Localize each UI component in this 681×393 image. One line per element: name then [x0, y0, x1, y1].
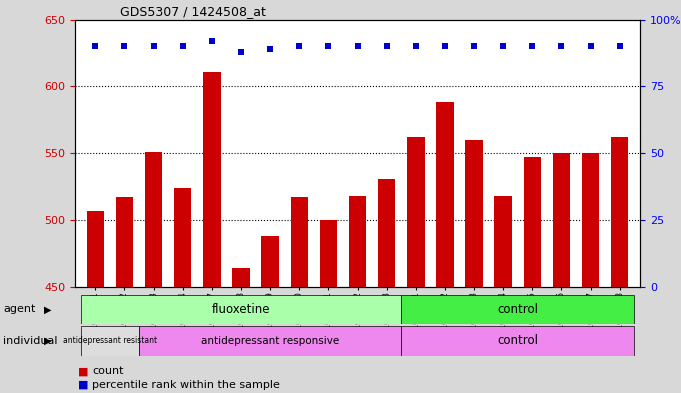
Bar: [401, 295, 634, 324]
Bar: [319, 220, 337, 287]
Bar: [553, 153, 570, 287]
Bar: [86, 211, 104, 287]
Text: control: control: [497, 303, 538, 316]
Bar: [81, 326, 139, 356]
Text: individual: individual: [3, 336, 58, 346]
Bar: [611, 137, 629, 287]
Text: ▶: ▶: [44, 305, 52, 314]
Bar: [139, 326, 401, 356]
Bar: [494, 196, 512, 287]
Bar: [262, 236, 279, 287]
Bar: [407, 137, 424, 287]
Bar: [116, 197, 133, 287]
Bar: [145, 152, 162, 287]
Bar: [232, 268, 250, 287]
Text: agent: agent: [3, 305, 36, 314]
Bar: [349, 196, 366, 287]
Bar: [174, 188, 191, 287]
Text: control: control: [497, 334, 538, 347]
Text: ■: ■: [78, 380, 89, 390]
Text: ▶: ▶: [44, 336, 52, 346]
Text: antidepressant resistant: antidepressant resistant: [63, 336, 157, 345]
Text: count: count: [92, 366, 123, 376]
Bar: [465, 140, 483, 287]
Bar: [582, 153, 599, 287]
Text: fluoxetine: fluoxetine: [212, 303, 270, 316]
Text: GDS5307 / 1424508_at: GDS5307 / 1424508_at: [120, 6, 266, 18]
Text: ■: ■: [78, 366, 89, 376]
Bar: [401, 326, 634, 356]
Bar: [437, 103, 454, 287]
Bar: [291, 197, 308, 287]
Bar: [378, 179, 396, 287]
Bar: [81, 295, 401, 324]
Bar: [524, 157, 541, 287]
Text: percentile rank within the sample: percentile rank within the sample: [92, 380, 280, 390]
Bar: [203, 72, 221, 287]
Text: antidepressant responsive: antidepressant responsive: [201, 336, 339, 346]
